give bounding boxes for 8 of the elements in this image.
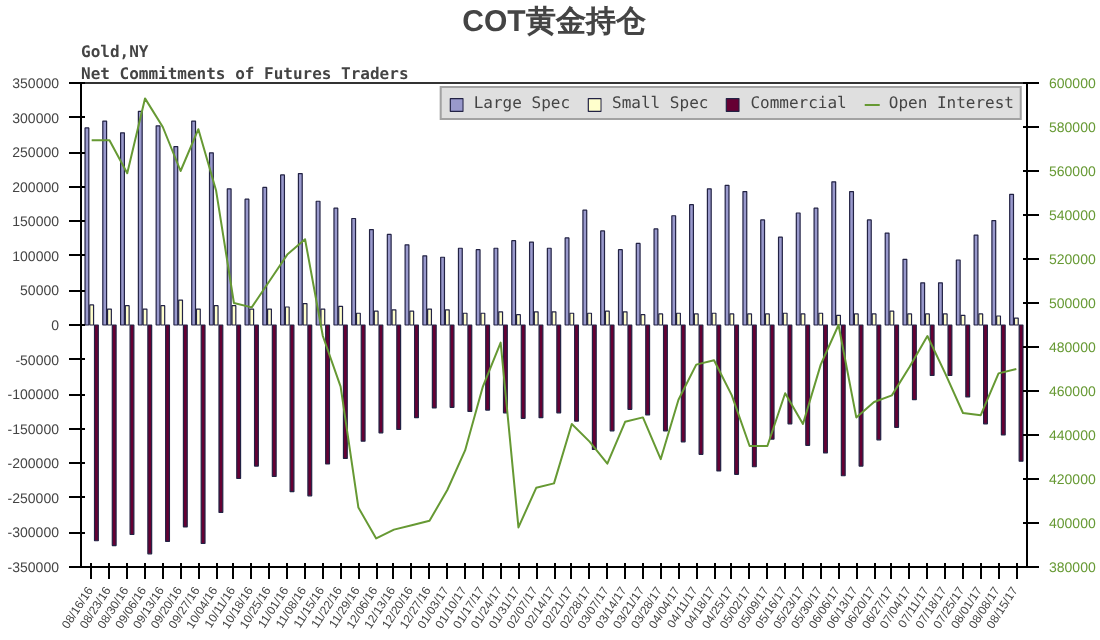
text: Gold,NY: [81, 43, 149, 61]
text: Net Commitments of Futures Traders: [81, 65, 409, 83]
legend-label: Large Spec: [473, 94, 571, 112]
chart-title: COT黄金持仓: [462, 5, 648, 39]
legend-label: Commercial: [750, 94, 847, 112]
legend-label: Small Spec: [612, 94, 709, 112]
legend-label: Open Interest: [888, 94, 1014, 112]
line-series: [90, 97, 1018, 540]
